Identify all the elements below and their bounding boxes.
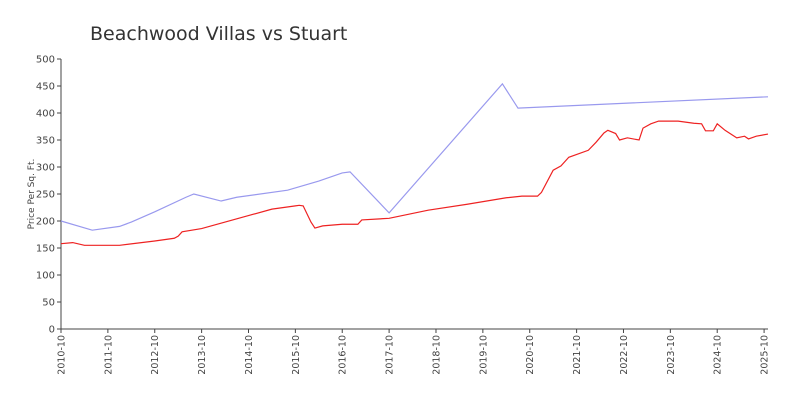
y-tick-label: 450 xyxy=(36,82,55,93)
x-tick-label: 2025-10 xyxy=(760,335,771,375)
y-tick-label: 350 xyxy=(36,136,55,147)
x-tick-label: 2010-10 xyxy=(57,335,68,375)
y-tick-label: 300 xyxy=(36,163,55,174)
y-tick-label: 0 xyxy=(49,325,55,336)
y-tick-label: 400 xyxy=(36,109,55,120)
y-tick-label: 250 xyxy=(36,190,55,201)
y-tick-label: 200 xyxy=(36,217,55,228)
y-axis-label: Price Per Sq. Ft. xyxy=(27,159,37,230)
x-tick-label: 2019-10 xyxy=(478,335,489,375)
x-tick-label: 2013-10 xyxy=(197,335,208,375)
y-tick-label: 500 xyxy=(36,55,55,66)
line-series xyxy=(60,82,769,231)
y-tick-label: 50 xyxy=(42,298,55,309)
chart-title: Beachwood Villas vs Stuart xyxy=(90,23,347,45)
x-tick-label: 2016-10 xyxy=(338,335,349,375)
x-tick-label: 2014-10 xyxy=(244,335,255,375)
x-tick-label: 2015-10 xyxy=(291,335,302,375)
line-series xyxy=(60,120,769,246)
x-tick-label: 2021-10 xyxy=(572,335,583,375)
x-tick-label: 2023-10 xyxy=(666,335,677,375)
x-tick-label: 2022-10 xyxy=(619,335,630,375)
y-tick-label: 150 xyxy=(36,244,55,255)
x-tick-label: 2012-10 xyxy=(150,335,161,375)
x-tick-label: 2024-10 xyxy=(713,335,724,375)
x-tick-label: 2018-10 xyxy=(431,335,442,375)
y-tick-label: 100 xyxy=(36,271,55,282)
x-tick-label: 2011-10 xyxy=(103,335,114,375)
x-tick-label: 2020-10 xyxy=(525,335,536,375)
x-tick-label: 2017-10 xyxy=(385,335,396,375)
